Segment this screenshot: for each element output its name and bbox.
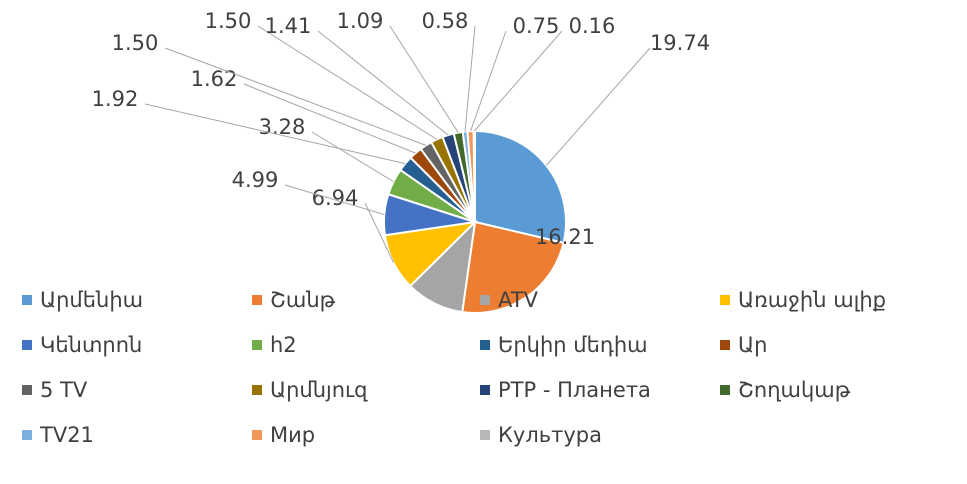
data-label: 1.62 (191, 67, 238, 91)
legend-swatch (720, 385, 730, 395)
pie-slice (472, 129, 476, 223)
leader-line (464, 25, 476, 132)
data-label: 1.50 (112, 31, 159, 55)
leader-line (284, 184, 385, 216)
legend-label: Արմնյուզ (270, 378, 368, 402)
legend-label: Երկիր մեդիա (498, 333, 648, 357)
legend-swatch (480, 430, 490, 440)
data-label: 19.74 (650, 31, 710, 55)
legend-label: 5 TV (40, 378, 88, 402)
legend-label: PTP - Планета (498, 378, 651, 402)
data-label: 1.92 (92, 87, 139, 111)
legend-label: Ար (738, 333, 767, 357)
leader-line (470, 30, 507, 132)
leader-line (364, 202, 395, 263)
legend-label: Мир (270, 423, 315, 447)
leader-line (545, 47, 651, 166)
data-label: 4.99 (232, 168, 279, 192)
legend-swatch (480, 295, 490, 305)
legend-swatch (480, 385, 490, 395)
legend-swatch (252, 295, 262, 305)
legend-swatch (22, 295, 32, 305)
leader-line (257, 25, 438, 140)
legend-swatch (720, 295, 730, 305)
legend-label: Առաջին ալիք (738, 288, 886, 312)
legend-label: Культура (498, 423, 602, 447)
legend-swatch (22, 430, 32, 440)
legend-swatch (22, 340, 32, 350)
leader-line (243, 83, 416, 154)
legend-swatch (720, 340, 730, 350)
legend-label: TV21 (39, 423, 94, 447)
leader-line (473, 30, 563, 132)
legend-swatch (480, 340, 490, 350)
leader-line (317, 30, 449, 136)
legend-label: Շանթ (270, 288, 336, 312)
legend-swatch (22, 385, 32, 395)
data-label: 16.21 (535, 225, 595, 249)
data-label: 6.94 (312, 186, 359, 210)
legend-swatch (252, 385, 262, 395)
legend-label: h2 (270, 333, 297, 357)
pie-slice (474, 129, 567, 245)
legend-swatch (252, 430, 262, 440)
leader-line (164, 47, 427, 146)
data-label: 0.16 (569, 14, 616, 38)
data-label: 1.50 (205, 9, 252, 33)
data-label: 1.09 (337, 9, 384, 33)
data-label: 1.41 (265, 14, 312, 38)
data-label: 0.58 (422, 9, 469, 33)
leader-line (144, 103, 406, 165)
pie-slice (461, 220, 565, 314)
leader-line (311, 131, 394, 183)
legend-label: Կենտրոն (40, 333, 142, 357)
legend-label: ATV (498, 288, 539, 312)
leader-line (389, 25, 459, 133)
data-label: 0.75 (513, 14, 560, 38)
legend-swatch (252, 340, 262, 350)
legend-label: Շողակաթ (738, 378, 851, 402)
legend-label: Արմենիա (40, 288, 143, 312)
